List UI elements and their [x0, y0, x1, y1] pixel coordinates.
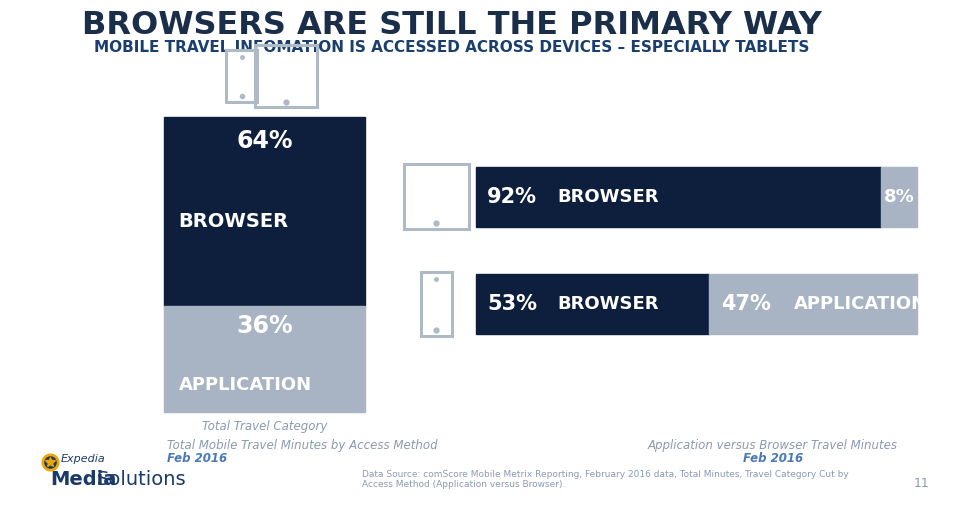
Text: BROWSER: BROWSER [179, 212, 288, 231]
Text: Solutions: Solutions [97, 470, 186, 489]
Bar [164, 117, 365, 306]
Bar [255, 45, 317, 107]
Text: BROWSER: BROWSER [557, 188, 658, 206]
Text: 36%: 36% [236, 314, 293, 338]
Text: 53%: 53% [487, 294, 537, 314]
Bar [164, 306, 365, 412]
Text: 8%: 8% [883, 188, 914, 206]
Text: APPLICATION: APPLICATION [179, 376, 311, 394]
Text: 11: 11 [913, 477, 929, 490]
Text: BROWSERS ARE STILL THE PRIMARY WAY: BROWSERS ARE STILL THE PRIMARY WAY [82, 10, 822, 41]
Bar [476, 167, 881, 227]
Text: 64%: 64% [236, 129, 293, 153]
Text: Expedia: Expedia [61, 454, 106, 464]
Text: 47%: 47% [721, 294, 771, 314]
Bar [476, 274, 709, 334]
Text: Application versus Browser Travel Minutes: Application versus Browser Travel Minute… [648, 439, 898, 452]
Text: MOBILE TRAVEL INFOMATION IS ACCESSED ACROSS DEVICES – ESPECIALLY TABLETS: MOBILE TRAVEL INFOMATION IS ACCESSED ACR… [94, 40, 809, 55]
Bar [709, 274, 917, 334]
Text: Total Travel Category: Total Travel Category [202, 420, 328, 433]
Text: 92%: 92% [487, 187, 537, 207]
Bar [881, 167, 917, 227]
Bar [227, 50, 257, 102]
Text: Total Mobile Travel Minutes by Access Method: Total Mobile Travel Minutes by Access Me… [167, 439, 437, 452]
Bar [404, 164, 469, 229]
Text: BROWSER: BROWSER [557, 295, 658, 313]
Text: Feb 2016: Feb 2016 [743, 452, 802, 465]
Text: Data Source: comScore Mobile Metrix Reporting, February 2016 data, Total Minutes: Data Source: comScore Mobile Metrix Repo… [362, 470, 850, 489]
Text: APPLICATION: APPLICATION [794, 295, 926, 313]
Text: Feb 2016: Feb 2016 [167, 452, 227, 465]
Bar [421, 272, 452, 336]
Text: Media: Media [50, 470, 116, 489]
